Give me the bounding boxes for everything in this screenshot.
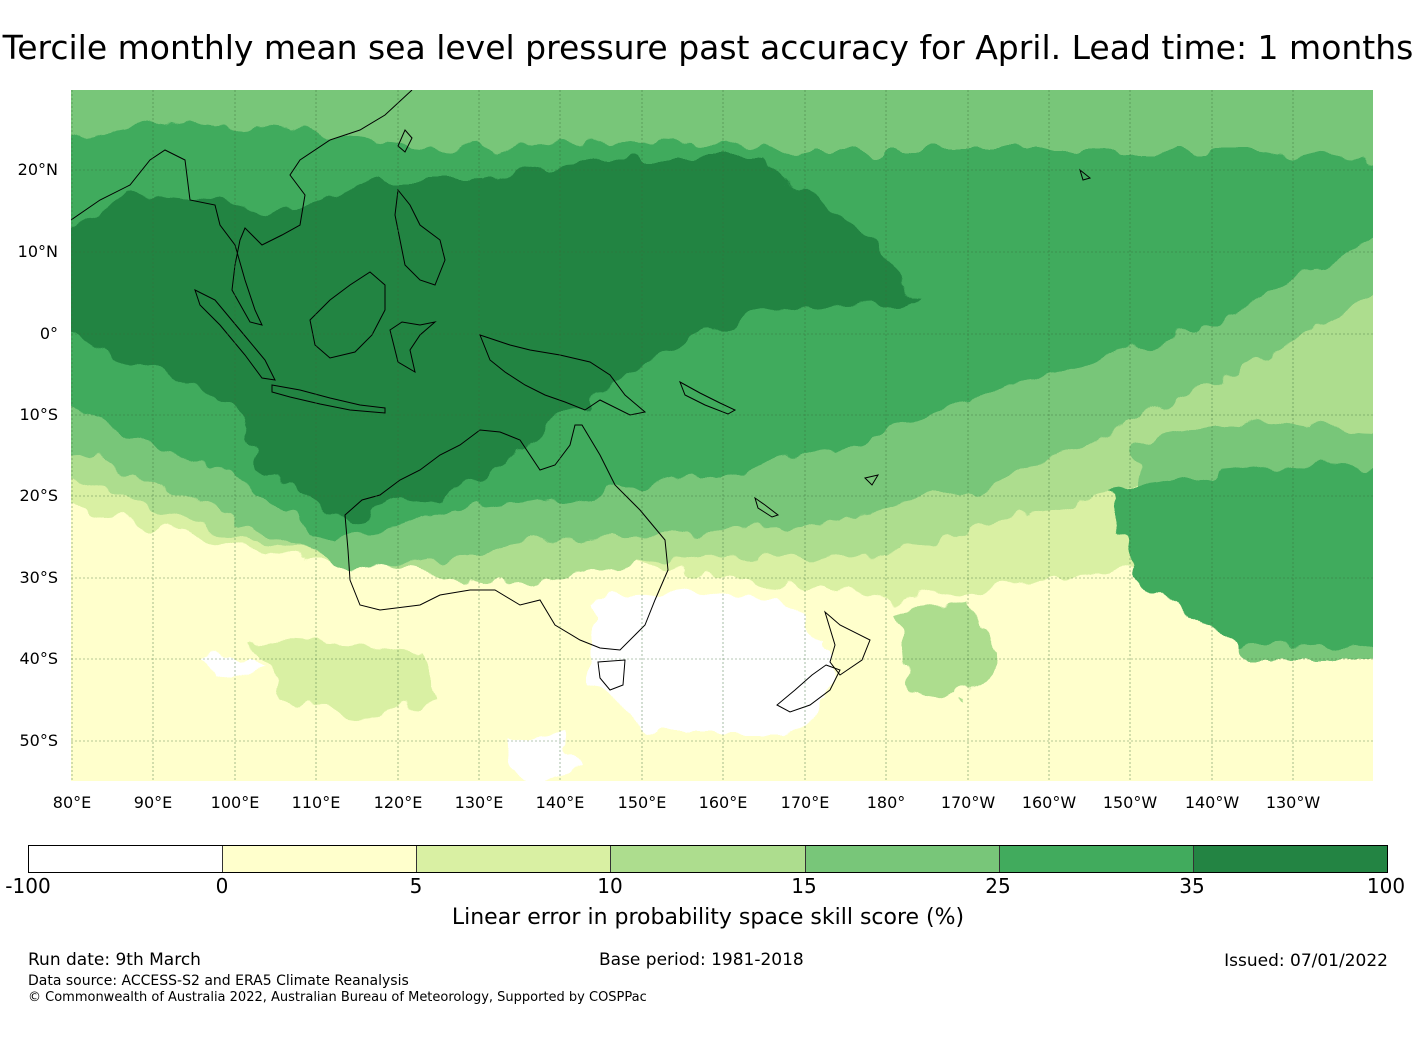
lon-label-130e: 130°E: [454, 793, 504, 812]
lon-label-80e: 80°E: [52, 793, 92, 812]
lat-label-10s: 10°S: [19, 405, 58, 424]
lat-label-40s: 40°S: [19, 649, 58, 668]
lon-label-90e: 90°E: [133, 793, 173, 812]
colorbar-segment-35-100: [1193, 846, 1387, 872]
colorbar-label: Linear error in probability space skill …: [451, 905, 965, 930]
colorbar-segment-10-15: [611, 846, 806, 872]
coastlines: [71, 90, 1092, 713]
colorbar-tick-10: 10: [597, 874, 623, 898]
map-title: Tercile monthly mean sea level pressure …: [2, 28, 1414, 67]
lon-label-100e: 100°E: [210, 793, 260, 812]
lon-label-170e: 170°E: [780, 793, 830, 812]
new-zealand-south-coast: [776, 664, 841, 713]
colorbar-segment-15-25: [805, 846, 1000, 872]
borneo-coast: [309, 271, 386, 359]
colorbar-segment-5-10: [417, 846, 612, 872]
lon-label-140w: 140°W: [1184, 793, 1240, 812]
lon-label-160e: 160°E: [698, 793, 748, 812]
lon-label-150e: 150°E: [617, 793, 667, 812]
lon-label-140e: 140°E: [535, 793, 585, 812]
fiji-coast: [864, 474, 880, 486]
colorbar-tick-100: 100: [1366, 874, 1406, 898]
tasmania-coast: [597, 659, 626, 691]
philippines-coast: [394, 188, 446, 286]
base-period: Base period: 1981-2018: [599, 950, 804, 970]
java-coast: [271, 384, 386, 414]
colorbar-tick-25: 25: [985, 874, 1011, 898]
skill-score-map: [71, 90, 1373, 781]
new-zealand-north-coast: [824, 610, 871, 676]
sumatra-coast: [194, 289, 276, 381]
solomon-islands-coast: [679, 380, 737, 415]
lon-label-110e: 110°E: [291, 793, 341, 812]
lon-label-170w: 170°W: [940, 793, 996, 812]
lat-label-20s: 20°S: [19, 486, 58, 505]
colorbar-tick-neg100: -100: [5, 874, 51, 898]
lon-label-120e: 120°E: [373, 793, 423, 812]
data-source: Data source: ACCESS-S2 and ERA5 Climate …: [28, 973, 409, 989]
colorbar-tick-15: 15: [791, 874, 817, 898]
colorbar: [28, 845, 1388, 873]
colorbar-segment-neg100-0: [29, 846, 224, 872]
lat-label-10n: 10°N: [17, 242, 58, 261]
colorbar-tick-0: 0: [215, 874, 229, 898]
colorbar-tick-35: 35: [1179, 874, 1205, 898]
hawaii-coast: [1079, 168, 1092, 181]
colorbar-tick-5: 5: [409, 874, 423, 898]
lon-label-130w: 130°W: [1265, 793, 1321, 812]
new-guinea-coast: [479, 334, 647, 416]
copyright: © Commonwealth of Australia 2022, Austra…: [28, 990, 647, 1005]
lat-label-0: 0°: [39, 324, 58, 343]
taiwan-coast: [397, 129, 413, 153]
skill-score-field: [71, 90, 1373, 781]
colorbar-segment-0-5: [223, 846, 418, 872]
lon-label-150w: 150°W: [1102, 793, 1158, 812]
run-date: Run date: 9th March: [28, 950, 201, 970]
issued-date: Issued: 07/01/2022: [1224, 951, 1388, 971]
lon-label-160w: 160°W: [1021, 793, 1077, 812]
lat-label-20n: 20°N: [17, 160, 58, 179]
new-caledonia-coast: [754, 496, 780, 518]
graticule: [71, 90, 1373, 781]
colorbar-segment-25-35: [999, 846, 1194, 872]
lat-label-30s: 30°S: [19, 568, 58, 587]
australia-coast: [344, 424, 669, 651]
lon-label-180: 180°: [866, 793, 906, 812]
sulawesi-coast: [389, 321, 437, 374]
lat-label-50s: 50°S: [19, 731, 58, 750]
mainland-asia-coast: [71, 90, 413, 326]
